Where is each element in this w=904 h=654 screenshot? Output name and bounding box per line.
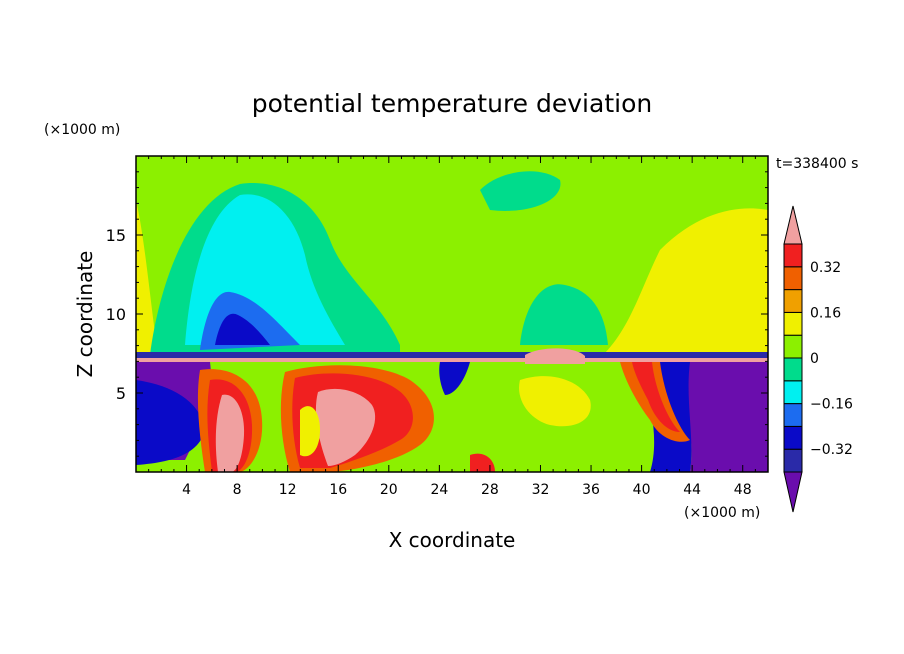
y-axis-ticks: 5 10 15	[106, 171, 768, 457]
colorbar-box	[783, 425, 803, 450]
colorbar-label: 0.32	[810, 260, 841, 276]
x-tick-label: 16	[329, 482, 347, 498]
x-tick-label: 24	[430, 482, 448, 498]
x-tick-label: 4	[182, 482, 191, 498]
region-upper-green-mid	[520, 284, 608, 345]
region-upper-green-top	[480, 171, 561, 211]
y-unit-label: (×1000 m)	[44, 122, 120, 138]
colorbar-box	[783, 334, 803, 359]
colorbar-box	[783, 357, 803, 382]
y-tick-label: 10	[106, 305, 126, 324]
region-plume-left-pink	[215, 394, 245, 472]
colorbar-label: 0	[810, 351, 819, 367]
chart-title: potential temperature deviation	[252, 89, 652, 118]
region-center-blue	[439, 362, 470, 395]
colorbar-box	[783, 266, 803, 291]
x-tick-label: 40	[633, 482, 651, 498]
time-label: t=338400 s	[776, 156, 858, 172]
region-plume-mid-yellow	[300, 406, 320, 457]
region-upper-darkblue	[215, 313, 270, 345]
region-center-yellow	[519, 376, 591, 427]
region-lower-right-purple	[680, 362, 768, 472]
colorbar-max-triangle	[783, 205, 803, 245]
x-tick-label: 12	[279, 482, 297, 498]
region-inversion-highlight	[136, 358, 768, 362]
y-axis-label: Z coordinate	[73, 251, 97, 378]
colorbar-label: 0.16	[810, 305, 841, 321]
colorbar-box	[783, 311, 803, 336]
region-right-yellow-band	[600, 208, 768, 358]
x-tick-label: 44	[683, 482, 701, 498]
x-tick-label: 32	[532, 482, 550, 498]
colorbar-box	[783, 403, 803, 427]
region-right-red	[632, 362, 680, 432]
colorbar-box	[783, 380, 803, 405]
y-tick-label: 15	[106, 226, 126, 245]
x-tick-label: 36	[582, 482, 600, 498]
colorbar-box	[783, 243, 803, 268]
colorbar-min-triangle	[783, 471, 803, 513]
colorbar-box	[783, 448, 803, 473]
colorbar-label: −0.16	[810, 397, 853, 413]
colorbar-label: −0.32	[810, 442, 853, 458]
region-center-pink-top	[525, 348, 585, 364]
x-tick-label: 20	[380, 482, 398, 498]
x-tick-label: 28	[481, 482, 499, 498]
x-tick-label: 48	[734, 482, 752, 498]
region-plume-mid-pink	[315, 388, 376, 466]
x-unit-label: (×1000 m)	[684, 505, 760, 521]
region-center-red	[470, 453, 495, 472]
colorbar-box	[783, 289, 803, 313]
y-tick-label: 5	[116, 384, 126, 403]
region-lower-left-blue	[136, 380, 205, 465]
x-axis-ticks: 4 8 12 16 20 24 28 32 36 40 44 48	[148, 156, 756, 498]
x-axis-label: X coordinate	[389, 528, 516, 552]
region-left-yellow-band	[136, 200, 158, 356]
contour-field	[136, 156, 768, 472]
region-inversion-band	[136, 352, 768, 362]
colorbar: 0.32 0.16 0 −0.16 −0.32	[783, 205, 853, 513]
x-tick-label: 8	[233, 482, 242, 498]
